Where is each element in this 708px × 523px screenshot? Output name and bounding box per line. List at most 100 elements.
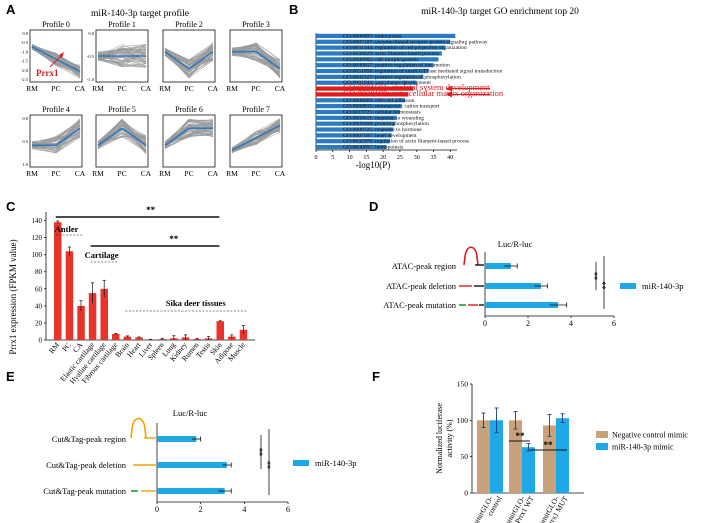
profile-ytick: 0.0 [88, 31, 94, 36]
panel-a-title: miR-140-3p target profile [91, 8, 189, 19]
profile-panel-4: Profile 4 RM PC CA 0.0 0.5 1.0 [22, 105, 85, 178]
go-bar-12 [316, 104, 402, 109]
profile-gene-line [97, 49, 147, 53]
profile-xtick: PC [51, 84, 60, 93]
panel-b-letter: B [289, 2, 298, 17]
luc-sig-2: ** [544, 440, 554, 450]
E-bar-0 [157, 436, 197, 442]
luc-bar-s1-2 [556, 418, 569, 493]
go-term-label-18: GO:0032970: regulation of actin filament… [343, 138, 469, 145]
luc-bar-s0-0 [477, 420, 490, 493]
panel-e-letter: E [6, 369, 15, 384]
panel-b-xlabel: -log10(P) [356, 160, 391, 170]
profile-gene-line [231, 131, 281, 154]
E-sig-1: ** [255, 448, 264, 456]
go-xtick-label: 25 [397, 155, 403, 161]
profile-gene-line [97, 56, 147, 68]
profile-title-4: Profile 4 [42, 105, 70, 114]
profile-mean-line-3 [232, 50, 281, 70]
panel-c-letter: C [6, 199, 16, 214]
profile-gene-line [164, 44, 214, 78]
profile-gene-line [97, 120, 147, 146]
profile-gene-line [164, 121, 214, 143]
panel-a: A miR-140-3p target profile Profile 0 RM P… [6, 2, 286, 178]
go-bar-6 [316, 68, 429, 74]
profile-gene-line [31, 134, 81, 143]
E-bar-2 [157, 488, 225, 494]
D-row-label-2: ATAC-peak mutation [383, 300, 456, 310]
profile-title-0: Profile 0 [42, 20, 70, 29]
go-term-label-15: GO:0009408: protein phosphorylation [343, 121, 429, 127]
go-bar-19 [316, 144, 387, 150]
expr-bar-14 [216, 321, 224, 340]
expr-bar-5 [112, 334, 120, 340]
profile-gene-line [97, 59, 147, 68]
d-peak-shape [463, 246, 479, 266]
go-term-label-19: GO:0030097: hemopoiesis [343, 145, 403, 151]
profile-frame-3 [229, 29, 283, 83]
profile-gene-line [97, 120, 147, 151]
profile-gene-line [231, 53, 281, 78]
profile-gene-line [31, 45, 81, 70]
profile-gene-line [231, 46, 281, 76]
E-legend-swatch [293, 460, 309, 466]
profile-gene-line [31, 121, 81, 154]
D-xtick-label: 0 [483, 319, 487, 328]
D-sig-2: ** [598, 282, 607, 290]
profile-xtick: PC [184, 169, 193, 178]
D-sig-1: ** [590, 272, 599, 280]
luc-legend-label-0: Negative control mimic [612, 431, 688, 440]
luc-legend-swatch-0 [596, 431, 608, 438]
profile-gene-line [164, 42, 214, 61]
go-xtick-label: 15 [363, 155, 369, 161]
profile-mean-line-5 [97, 127, 147, 146]
profile-gene-line [97, 50, 147, 55]
profile-xtick: CA [275, 84, 286, 93]
profile-title-2: Profile 2 [175, 20, 203, 29]
prrx1-arrow [49, 54, 63, 68]
go-xtick-label: 40 [447, 155, 453, 161]
expr-bar-3 [88, 293, 97, 340]
go-term-label-4: GO:0000902: cell morphogenesis [343, 57, 419, 63]
D-xtick-label: 2 [526, 319, 530, 328]
profile-ytick: -2.0 [21, 68, 29, 73]
luc-bar-s1-1 [522, 447, 535, 493]
go-term-label-0: GO:0006897: endocytosis [343, 33, 402, 39]
expr-ytick-label: 100 [32, 251, 43, 259]
luc-bar-s1-0 [490, 420, 503, 493]
profile-mean-line-4 [32, 127, 81, 147]
profile-xtick: CA [208, 169, 219, 178]
luc-legend-swatch-1 [596, 443, 608, 450]
D-legend-swatch [620, 283, 636, 289]
go-bar-9 [316, 86, 414, 91]
profile-xtick: PC [251, 84, 260, 93]
go-term-label-10: GO:0030198: extracellular matrix organiz… [343, 88, 504, 98]
profile-title-1: Profile 1 [108, 20, 136, 29]
profile-xtick: RM [159, 84, 171, 93]
luc-ylabel-1: Normalized luciferase [435, 403, 444, 474]
go-xtick-label: 30 [414, 155, 420, 161]
panel-d-letter: D [369, 199, 378, 214]
profile-title-6: Profile 6 [175, 105, 203, 114]
go-term-label-5: GO:0040017: positive regulation of locom… [343, 62, 450, 69]
highlight-arrowhead-9 [446, 85, 452, 92]
go-term-label-16: GO:0009725: response to hormone [343, 127, 422, 133]
luc-legend-label-1: miR-140-3p mimic [612, 443, 674, 452]
panel-a-letter: A [6, 2, 16, 17]
panel-b: B miR-140-3p target GO enrichment top 20… [289, 2, 579, 170]
profile-gene-line [97, 131, 147, 152]
profile-xtick: CA [208, 84, 219, 93]
E-row-label-2: Cut&Tag-peak mutation [43, 486, 126, 496]
profile-frame-6 [162, 114, 216, 168]
profile-xtick: RM [226, 84, 238, 93]
profile-ytick: 1.0 [22, 162, 28, 167]
profile-ytick: -1.0 [21, 49, 29, 54]
panel-f-letter: F [372, 369, 380, 384]
profile-mean-line-2 [164, 51, 214, 70]
go-term-label-2: GO:0031344: regulation of cell projectio… [343, 44, 467, 51]
go-bar-5 [316, 63, 434, 68]
expr-bar-4 [100, 288, 108, 340]
profile-mean-line-6 [164, 127, 213, 146]
profile-xtick: PC [51, 169, 60, 178]
